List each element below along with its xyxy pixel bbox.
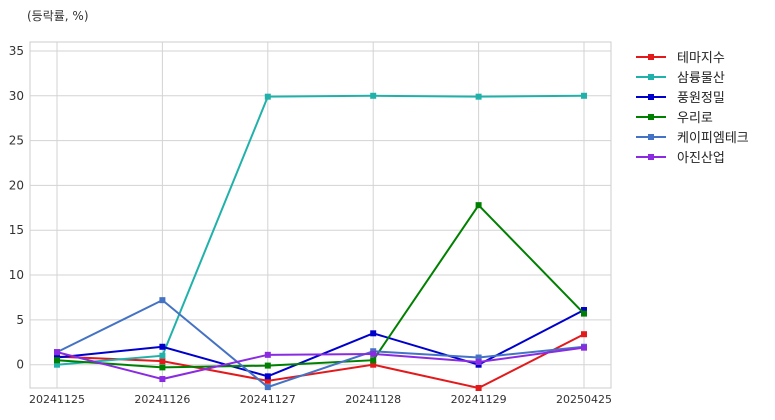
data-point bbox=[54, 357, 60, 364]
legend-item: 풍원정밀 bbox=[636, 91, 725, 106]
plot-area-border bbox=[29, 41, 612, 389]
legend-label: 테마지수 bbox=[677, 51, 725, 66]
data-point bbox=[370, 361, 377, 368]
data-point bbox=[159, 297, 166, 304]
data-point bbox=[581, 310, 587, 317]
legend-marker bbox=[648, 94, 654, 100]
data-point bbox=[159, 364, 166, 371]
x-tick-label: 20241126 bbox=[134, 393, 190, 406]
data-point bbox=[370, 357, 377, 364]
x-tick-label: 20241127 bbox=[240, 393, 296, 406]
legend-label: 우리로 bbox=[677, 111, 713, 126]
data-point bbox=[159, 376, 166, 383]
data-point bbox=[264, 362, 271, 369]
x-tick-label: 20241128 bbox=[345, 393, 401, 406]
data-point bbox=[581, 307, 587, 314]
data-point bbox=[159, 352, 166, 359]
data-point bbox=[264, 377, 271, 384]
x-axis-ticks: 20241125 20241126 20241127 20241128 20241129… bbox=[29, 393, 612, 406]
legend-marker bbox=[648, 74, 654, 80]
legend-item: 우리로 bbox=[636, 111, 713, 126]
legend-marker bbox=[648, 54, 654, 60]
y-tick-label: 30 bbox=[9, 89, 24, 103]
data-point bbox=[475, 202, 482, 209]
data-point bbox=[581, 92, 587, 99]
data-point bbox=[370, 330, 377, 337]
data-point bbox=[159, 358, 166, 365]
data-point bbox=[264, 384, 271, 391]
data-point bbox=[581, 344, 587, 351]
data-point bbox=[475, 359, 482, 366]
series-line bbox=[56, 333, 585, 390]
legend-label: 풍원정밀 bbox=[677, 91, 725, 106]
series-line bbox=[56, 298, 585, 389]
legend-item: 케이피엠테크 bbox=[636, 131, 749, 146]
series-group bbox=[54, 92, 587, 391]
legend-label: 삼륭물산 bbox=[677, 71, 725, 86]
legend-marker bbox=[648, 134, 654, 140]
y-tick-label: 25 bbox=[9, 134, 24, 148]
series-테마지수 bbox=[54, 331, 587, 391]
x-tick-label: 20241125 bbox=[29, 393, 85, 406]
y-tick-label: 5 bbox=[16, 313, 24, 327]
data-point bbox=[475, 93, 482, 100]
data-point bbox=[54, 349, 60, 356]
series-line bbox=[56, 203, 585, 369]
x-tick-label: 20241129 bbox=[451, 393, 507, 406]
y-tick-label: 0 bbox=[16, 358, 24, 372]
data-point bbox=[264, 351, 271, 358]
data-point bbox=[264, 93, 271, 100]
series-line bbox=[56, 94, 585, 366]
y-unit-label: (등락률, %) bbox=[27, 9, 89, 23]
data-point bbox=[475, 354, 482, 361]
data-point bbox=[159, 343, 166, 350]
data-point bbox=[370, 350, 377, 357]
legend-item: 아진산업 bbox=[636, 151, 725, 166]
series-아진산업 bbox=[54, 344, 587, 383]
legend-label: 케이피엠테크 bbox=[677, 131, 749, 146]
legend-marker bbox=[648, 114, 654, 120]
grid-lines bbox=[30, 42, 611, 388]
series-line bbox=[56, 346, 585, 381]
legend-item: 삼륭물산 bbox=[636, 71, 725, 86]
data-point bbox=[475, 385, 482, 391]
series-삼륭물산 bbox=[54, 92, 587, 368]
series-우리로 bbox=[54, 202, 587, 371]
series-케이피엠테크 bbox=[54, 297, 587, 391]
data-point bbox=[581, 331, 587, 338]
data-point bbox=[370, 92, 377, 99]
y-tick-label: 10 bbox=[9, 268, 24, 282]
legend-item: 테마지수 bbox=[636, 51, 725, 66]
y-tick-label: 15 bbox=[9, 223, 24, 237]
legend-marker bbox=[648, 154, 654, 160]
data-point bbox=[54, 361, 60, 368]
y-tick-label: 20 bbox=[9, 178, 24, 192]
data-point bbox=[264, 373, 271, 380]
y-axis-ticks: 0 5 10 15 20 25 30 35 bbox=[9, 44, 24, 372]
legend-label: 아진산업 bbox=[677, 151, 725, 166]
y-tick-label: 35 bbox=[9, 44, 24, 58]
x-tick-label: 20250425 bbox=[556, 393, 612, 406]
